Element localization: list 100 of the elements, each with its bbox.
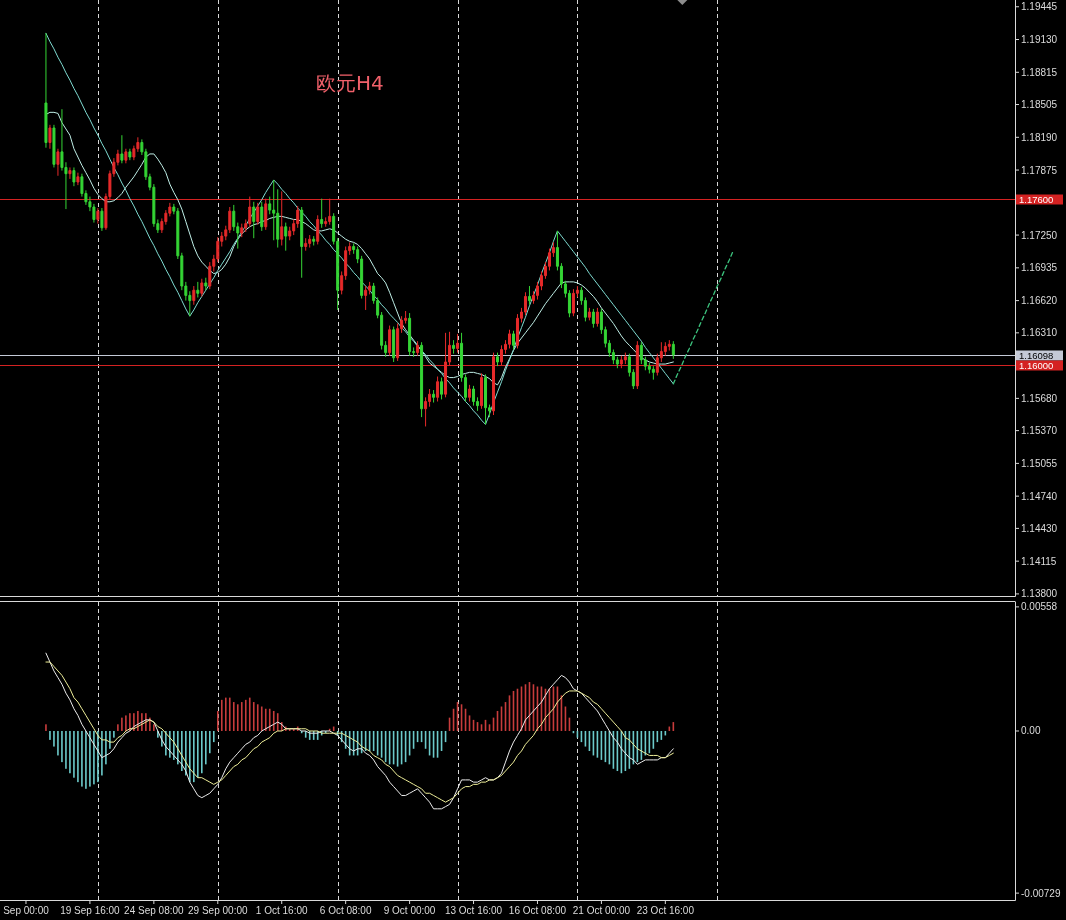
x-tick-label: 1 Oct 16:00: [255, 905, 309, 916]
y-tick-label: 1.18815: [1021, 66, 1058, 78]
candlestick: [436, 376, 440, 402]
candlestick: [284, 222, 288, 252]
candlestick: [571, 288, 575, 317]
y-tick-label: 1.18190: [1021, 131, 1058, 143]
y-tick-label: 0.00: [1021, 725, 1041, 737]
y-tick-label: 0.00558: [1021, 601, 1058, 613]
x-tick-label: 24 Sep 08:00: [124, 905, 185, 916]
candlestick: [392, 326, 396, 363]
x-tick-label: 9 Oct 00:00: [383, 905, 436, 916]
candlestick: [527, 285, 531, 306]
candlestick: [587, 307, 591, 321]
y-tick-label: 1.13800: [1021, 588, 1058, 600]
candlestick: [260, 201, 264, 232]
candlestick: [48, 124, 52, 150]
candlestick: [651, 365, 655, 381]
candlestick: [304, 237, 308, 252]
candlestick: [72, 166, 76, 187]
candlestick: [416, 340, 420, 357]
candlestick: [96, 207, 100, 225]
candlestick: [635, 340, 639, 390]
line-series: [45, 32, 674, 425]
candlestick: [623, 352, 627, 365]
y-tick-label: 1.19130: [1021, 34, 1058, 46]
x-tick-label: 21 Oct 00:00: [572, 905, 631, 916]
x-tick-label: 23 Oct 16:00: [636, 905, 695, 916]
candlestick: [619, 355, 623, 369]
candlestick: [388, 325, 392, 357]
ref-line-label: 1.17600: [1019, 194, 1054, 205]
candlestick: [511, 330, 515, 350]
candlestick: [252, 201, 256, 239]
ref-line-label: 1.16000: [1019, 360, 1054, 371]
candlestick: [200, 278, 204, 297]
candlestick: [192, 285, 196, 306]
candlestick: [76, 172, 80, 186]
candlestick: [312, 235, 316, 246]
y-tick-label: 1.16620: [1021, 295, 1058, 307]
candlestick: [444, 332, 448, 398]
candlestick: [316, 214, 320, 245]
x-tick-label: 29 Sep 00:00: [188, 905, 248, 916]
candlestick: [468, 384, 472, 402]
candlestick: [480, 372, 484, 410]
y-tick-label: 1.15055: [1021, 457, 1058, 469]
candlestick: [240, 223, 244, 238]
candlestick: [328, 198, 332, 226]
x-tick-label: 16 Oct 08:00: [508, 905, 567, 916]
candlestick: [44, 32, 48, 149]
candlestick: [308, 234, 312, 249]
candlestick: [100, 207, 104, 232]
y-tick-label: 1.17250: [1021, 229, 1058, 241]
y-tick-label: -0.00729: [1021, 887, 1061, 899]
candlestick: [452, 339, 456, 355]
y-tick-label: 1.14115: [1021, 555, 1057, 567]
candlestick: [300, 206, 304, 279]
candlestick: [204, 277, 208, 291]
y-tick-label: 1.16310: [1021, 327, 1058, 339]
y-tick-label: 1.18505: [1021, 99, 1058, 111]
candlestick: [440, 377, 444, 400]
y-tick-label: 1.17875: [1021, 164, 1058, 176]
x-tick-label: 19 Sep 16:00: [60, 905, 121, 916]
x-tick-label: 6 Oct 08:00: [319, 905, 372, 916]
candlestick: [52, 124, 56, 168]
candlestick: [671, 340, 675, 360]
candlestick: [595, 307, 599, 328]
y-tick-label: 1.15680: [1021, 392, 1058, 404]
candlestick: [500, 344, 504, 366]
candlestick: [128, 148, 132, 161]
candlestick: [364, 285, 368, 311]
candlestick: [248, 196, 252, 228]
candlestick: [432, 389, 436, 404]
ref-line-label: 1.16098: [1019, 350, 1054, 361]
candlestick: [56, 148, 60, 177]
y-tick-label: 1.14740: [1021, 490, 1058, 502]
text: 欧元H4: [316, 71, 384, 95]
candlestick: [472, 385, 476, 407]
candlestick: [408, 312, 412, 357]
y-tick-label: 1.16935: [1021, 262, 1058, 274]
x-tick-label: Sep 00:00: [3, 905, 50, 916]
candlestick: [124, 148, 128, 164]
y-tick-label: 1.19445: [1021, 1, 1058, 13]
candlestick: [496, 352, 500, 367]
candlestick: [120, 134, 124, 164]
candlestick: [456, 333, 460, 354]
y-tick-label: 1.14430: [1021, 522, 1058, 534]
candlestick: [667, 339, 671, 352]
candlestick: [320, 198, 324, 229]
candlestick: [196, 281, 200, 298]
x-tick-label: 13 Oct 16:00: [444, 905, 503, 916]
candlestick: [591, 308, 595, 329]
candlestick: [68, 166, 72, 180]
candlestick: [264, 198, 268, 231]
line-series: [45, 111, 674, 386]
candlestick: [256, 202, 260, 226]
candlestick: [280, 190, 284, 246]
line-series: [672, 250, 734, 385]
candlestick: [484, 373, 488, 425]
y-tick-label: 1.15370: [1021, 425, 1058, 437]
candlestick: [420, 341, 424, 418]
candlestick: [492, 352, 496, 416]
